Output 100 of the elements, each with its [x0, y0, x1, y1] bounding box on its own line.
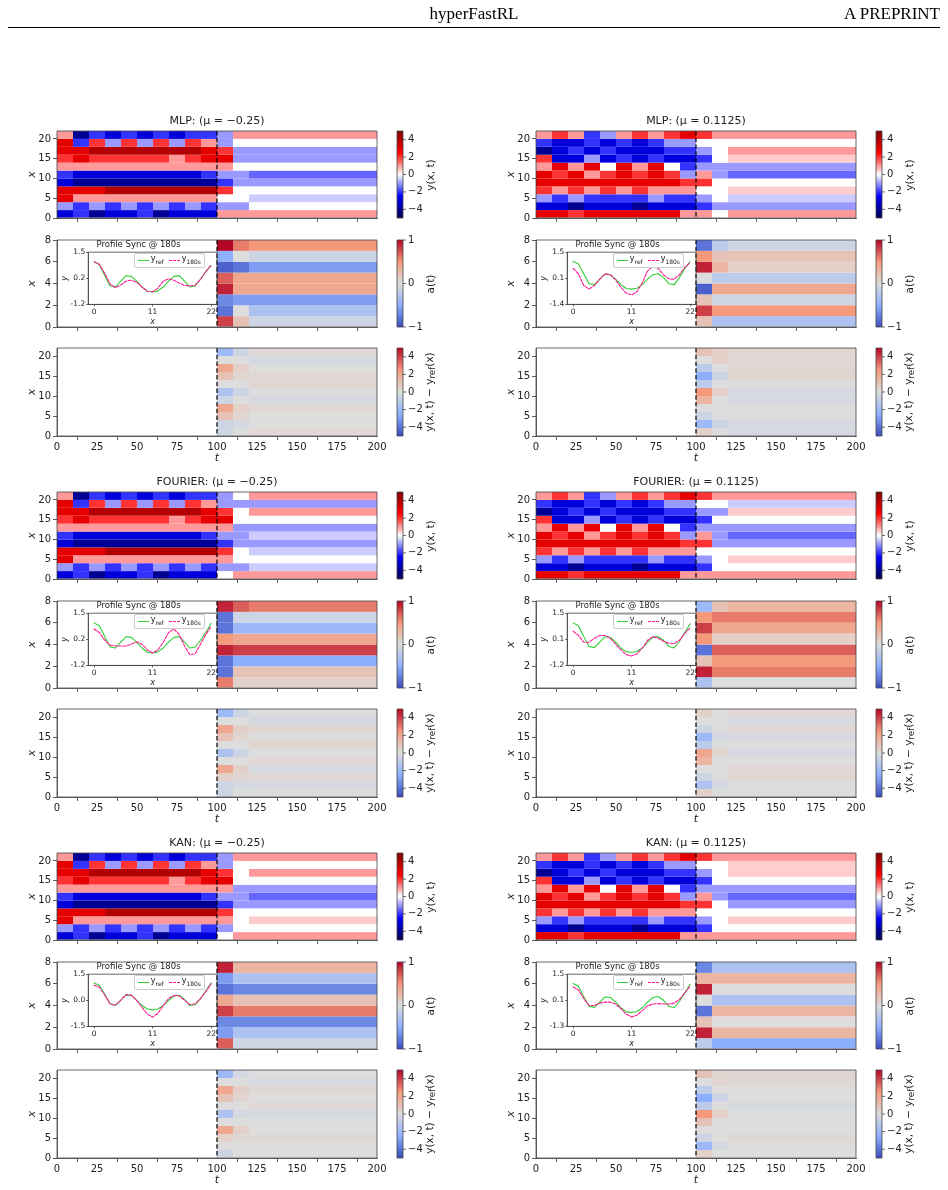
color-bar-label: 2 [408, 511, 415, 523]
x-axis-title: t [693, 812, 699, 826]
y-tick-label: 6 [44, 255, 51, 267]
y-tick-label: 20 [517, 710, 530, 722]
text: hyperFastRL [429, 4, 519, 23]
y-tick-label: 10 [517, 1111, 530, 1123]
color-bar-label: 0 [408, 999, 415, 1011]
y-tick-label: 10 [38, 389, 51, 401]
x-tick-label: 100 [207, 801, 227, 813]
chart-title: Profile Sync @ 180s [575, 239, 661, 250]
color-bar-label: 2 [887, 872, 894, 884]
y-tick-label: 10 [38, 1111, 51, 1123]
color-bar-label: 0 [408, 746, 415, 758]
y-tick-label: 8 [44, 594, 51, 606]
color-bar-label: −2 [408, 403, 423, 415]
y-axis-title: x [25, 1110, 39, 1119]
x-tick-label: 200 [846, 440, 866, 452]
x-axis-title: t [214, 451, 220, 465]
y-tick-label: 0 [523, 933, 530, 945]
x-tick-label: 25 [569, 440, 583, 452]
color-bar-label: −4 [408, 924, 423, 936]
y-tick-label: 20 [38, 1071, 51, 1083]
x-axis-title: x [628, 678, 635, 688]
x-tick-label: 100 [686, 801, 706, 813]
y-tick-label: 20 [517, 1071, 530, 1083]
color-bar-label: 4 [408, 711, 415, 723]
y-tick-label: 4 [523, 277, 530, 289]
color-bar-label: 4 [887, 350, 894, 362]
y-tick-label: 0 [44, 572, 51, 584]
y-tick-label: 20 [38, 854, 51, 866]
color-bar-label: 2 [887, 150, 894, 162]
x-tick-label: 100 [686, 440, 706, 452]
x-tick-label: 125 [247, 440, 267, 452]
y-tick-label: 20 [517, 854, 530, 866]
color-bar-label: 0 [408, 168, 415, 180]
y-tick-label: 10 [38, 533, 51, 545]
y-tick-label: 4 [44, 638, 51, 650]
x-axis-title: t [693, 1173, 699, 1187]
chart-title: MLP: (μ = 0.1125) [645, 114, 747, 127]
y-tick-label: 8 [523, 594, 530, 606]
y-axis-title: y [538, 636, 548, 643]
color-bar-label: 1 [887, 955, 894, 967]
y-axis-title: y [59, 275, 69, 282]
color-bar-label: 0 [887, 277, 894, 289]
legend-label: y$_{180s}$ [660, 615, 680, 628]
y-tick-label: 8 [44, 955, 51, 967]
color-bar-label: −1 [408, 681, 423, 693]
color-bar-label: −2 [887, 764, 902, 776]
color-bar-title: y(x, t) [424, 520, 436, 552]
y-tick-label: 5 [523, 1131, 530, 1143]
x-tick-label: 200 [367, 440, 387, 452]
y-tick-label: 0 [44, 1151, 51, 1163]
color-bar-label: −4 [887, 420, 902, 432]
x-axis-title: x [149, 1039, 156, 1049]
x-tick-label: 75 [170, 801, 184, 813]
y-axis-title: x [504, 388, 518, 397]
x-axis-title: x [628, 317, 635, 327]
y-tick-label: 15 [38, 369, 51, 381]
y-tick-label: 4 [44, 277, 51, 289]
color-bar-label: 0 [408, 890, 415, 902]
y-tick-label: 15 [38, 874, 51, 886]
color-bar-label: 4 [887, 711, 894, 723]
color-bar-label: −4 [408, 781, 423, 793]
x-tick-label: 125 [726, 801, 746, 813]
color-bar-label: −2 [408, 1125, 423, 1137]
color-bar-title: y(x, t) [903, 881, 915, 913]
x-tick-label: 150 [766, 801, 786, 813]
color-bar-label: −4 [887, 924, 902, 936]
y-tick-label: 0 [523, 572, 530, 584]
y-axis-title: x [25, 531, 39, 540]
color-bar-label: −1 [887, 1042, 902, 1054]
legend-label: y$_{180s}$ [660, 976, 680, 989]
y-tick-label: 10 [517, 750, 530, 762]
y-tick-label: 20 [38, 493, 51, 505]
x-axis-title: t [214, 1173, 220, 1187]
chart-title: KAN: (μ = 0.1125) [644, 836, 748, 849]
legend-label: y$_{ref}$ [629, 615, 643, 628]
x-tick-label: 0 [53, 1162, 61, 1174]
x-tick-label: 25 [90, 1162, 104, 1174]
x-tick-label: 50 [609, 440, 623, 452]
color-bar-label: 4 [408, 1072, 415, 1084]
color-bar-title: y(x, t) [424, 159, 436, 191]
x-axis-title: x [149, 317, 156, 327]
y-tick-label: 15 [517, 730, 530, 742]
color-bar-label: −2 [887, 907, 902, 919]
color-bar-title: a(t) [903, 274, 915, 294]
x-tick-label: 25 [90, 440, 104, 452]
color-bar-label: 0 [887, 385, 894, 397]
color-bar-label: 0 [408, 1107, 415, 1119]
x-tick-label: 50 [609, 801, 623, 813]
y-tick-label: 10 [517, 172, 530, 184]
color-bar-label: 2 [887, 728, 894, 740]
y-axis-title: x [25, 279, 39, 288]
chart-title: Profile Sync @ 180s [96, 239, 182, 250]
color-bar-label: 1 [408, 594, 415, 606]
y-tick-label: 15 [517, 513, 530, 525]
y-axis-title: x [504, 892, 518, 901]
x-tick-label: 75 [170, 440, 184, 452]
y-tick-label: 0 [44, 933, 51, 945]
color-bar-label: −4 [408, 563, 423, 575]
